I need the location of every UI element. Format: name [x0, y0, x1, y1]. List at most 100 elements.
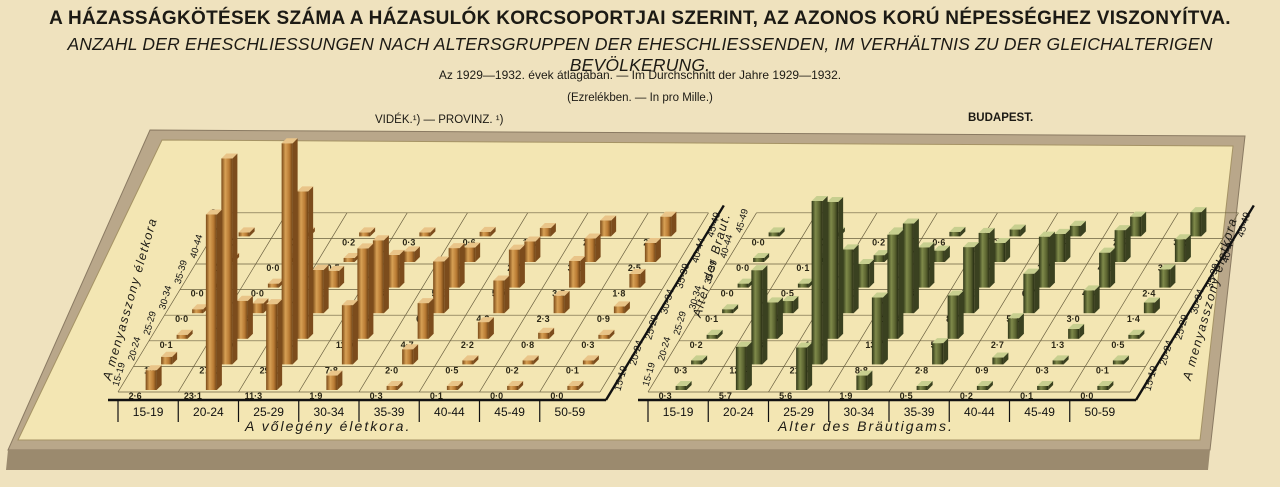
bar-top — [1130, 211, 1147, 217]
bar-value-label: 0·0 — [175, 314, 188, 324]
bar-side — [1020, 224, 1026, 237]
bar-front — [796, 347, 808, 390]
bar-side — [807, 342, 813, 390]
bar-front — [372, 240, 384, 314]
bar-top — [629, 268, 646, 274]
bar-top — [873, 250, 890, 256]
bar-side — [1141, 211, 1147, 237]
bar3d — [1069, 220, 1086, 237]
bar-front — [176, 334, 188, 339]
bar-side — [308, 186, 314, 339]
bar-top — [1114, 225, 1131, 231]
bar-side — [1094, 285, 1100, 314]
bar3d — [1054, 228, 1071, 262]
bar-top — [992, 352, 1009, 358]
bar-top — [1159, 264, 1176, 270]
bar-top — [871, 292, 888, 298]
bar-side — [1185, 234, 1191, 262]
bar3d — [916, 381, 933, 390]
bar-value-label: 11·3 — [245, 391, 263, 401]
bar-front — [161, 356, 173, 365]
x-tick-label: 40-44 — [434, 405, 465, 419]
bar-top — [582, 355, 599, 361]
bar-side — [1063, 355, 1069, 365]
period-note: Az 1929—1932. évek átlagában. — Im Durch… — [438, 68, 842, 82]
bar-front — [873, 255, 885, 262]
x-tick-label: 40-44 — [964, 405, 995, 419]
bar-side — [1079, 323, 1085, 339]
bar-front — [386, 386, 398, 390]
bar-front — [1037, 386, 1049, 390]
bar3d — [918, 242, 935, 288]
bar3d — [584, 233, 601, 262]
bar-side — [533, 355, 539, 365]
bar3d — [252, 298, 269, 314]
bar-top — [797, 278, 814, 284]
bar-value-label: 0·8 — [521, 340, 534, 350]
bar-side — [519, 244, 525, 288]
bar-front — [539, 228, 551, 237]
bar-front — [1112, 360, 1124, 365]
bar3d — [887, 229, 904, 339]
bar3d — [722, 304, 739, 314]
bar3d — [507, 381, 524, 390]
bar-front — [312, 269, 324, 314]
bar-front — [932, 343, 944, 365]
bar-side — [1154, 297, 1160, 314]
bar3d — [1143, 297, 1160, 314]
bar3d — [947, 290, 964, 339]
bar-front — [735, 346, 747, 390]
bar-value-label: 0·0 — [191, 289, 204, 299]
bar3d — [1159, 264, 1176, 288]
bar-top — [796, 342, 813, 348]
bar-front — [1083, 290, 1095, 314]
bar-value-label: 0·3 — [1036, 365, 1049, 375]
bar-front — [871, 297, 883, 365]
bar-front — [238, 232, 250, 237]
bar-front — [507, 386, 519, 390]
bar-front — [462, 360, 474, 365]
bar-side — [762, 265, 768, 365]
bar-side — [413, 344, 419, 365]
bar-value-label: 5·6 — [779, 391, 792, 401]
bar-top — [266, 299, 283, 305]
bar-value-label: 23·1 — [184, 391, 202, 401]
bar-top — [236, 295, 253, 301]
bar3d — [753, 253, 770, 262]
bar-top — [433, 256, 450, 262]
bar3d — [827, 197, 844, 339]
bar-front — [994, 243, 1006, 262]
bar-front — [584, 238, 596, 262]
x-tick-label: 50-59 — [555, 405, 586, 419]
bar-side — [746, 341, 752, 390]
bar-front — [145, 370, 157, 390]
bar3d — [1038, 231, 1055, 288]
grid-col-line — [599, 212, 709, 393]
bar-side — [428, 298, 434, 339]
bar-side — [943, 338, 949, 365]
bar-value-label: 0·3 — [659, 391, 672, 401]
bar-value-label: 5·7 — [719, 391, 732, 401]
bar3d — [1083, 285, 1100, 314]
bar-front — [553, 295, 565, 314]
bar-front — [751, 270, 763, 365]
bar-front — [782, 301, 794, 314]
bar-value-label: 0·3 — [674, 365, 687, 375]
bar-side — [609, 329, 615, 339]
bar-front — [753, 258, 765, 262]
bar-side — [733, 304, 739, 314]
bar-value-label: 0·5 — [1111, 340, 1124, 350]
bar-top — [1069, 220, 1086, 226]
bar3d — [493, 275, 510, 314]
bar-top — [933, 245, 950, 251]
bar-side — [593, 355, 599, 365]
bar-front — [1007, 318, 1019, 339]
bar3d — [613, 301, 630, 314]
bar-side — [929, 242, 935, 288]
bar3d — [1130, 211, 1147, 237]
bar-side — [838, 197, 844, 339]
bar-value-label: 7·8 — [325, 365, 338, 375]
bar-front — [252, 303, 264, 314]
bar3d — [978, 227, 995, 288]
bar-front — [706, 334, 718, 339]
